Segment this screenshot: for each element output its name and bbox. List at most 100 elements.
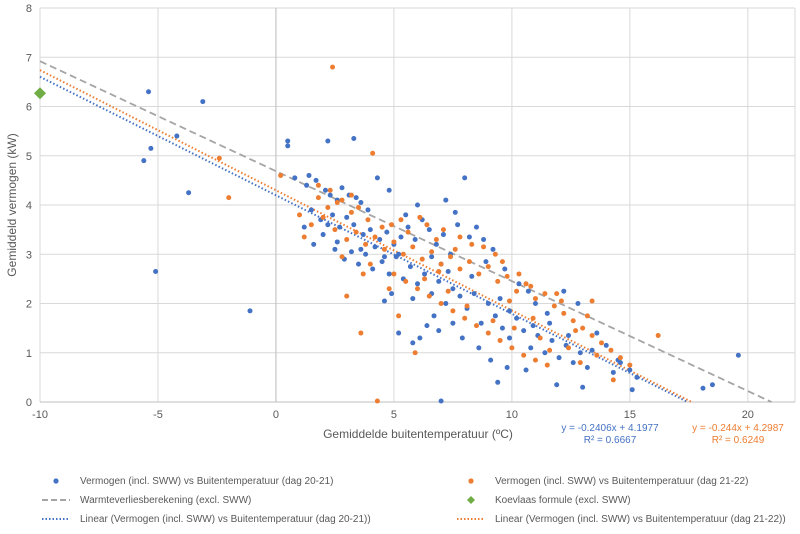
data-point (504, 273, 510, 279)
data-point (330, 64, 336, 70)
data-point (386, 286, 392, 292)
data-point (424, 222, 430, 228)
data-point (566, 345, 571, 351)
data-point (308, 222, 314, 228)
data-point (186, 190, 192, 196)
data-point (422, 271, 428, 277)
data-point (374, 175, 380, 181)
data-point (403, 212, 409, 218)
data-point (339, 185, 345, 191)
data-point (490, 318, 496, 324)
data-point (575, 301, 581, 306)
data-point (356, 204, 362, 210)
tick-labels: -10 -5 0 5 10 15 20 0 1 2 3 4 5 6 7 8 (26, 3, 754, 421)
data-point (348, 209, 354, 215)
data-point (551, 303, 557, 309)
data-point (445, 268, 451, 274)
data-point (485, 330, 491, 336)
data-point (469, 241, 475, 247)
data-point (419, 256, 425, 262)
data-point (459, 335, 465, 341)
legend-item-warmteverlies: Warmteverliesberekening (excl. SWW) (40, 494, 251, 506)
data-point (398, 234, 404, 240)
data-point (516, 271, 522, 277)
data-point (334, 239, 340, 245)
data-point (599, 340, 605, 346)
data-point (495, 379, 501, 385)
data-point (655, 333, 661, 339)
data-point (492, 251, 498, 257)
data-point (410, 296, 416, 302)
dotted-line-icon (455, 513, 487, 525)
data-point (542, 291, 548, 297)
data-point (573, 328, 579, 334)
data-point (381, 298, 387, 304)
data-point (415, 286, 420, 292)
y-tick-label: 5 (26, 151, 32, 163)
x-tick-label: -5 (153, 409, 163, 421)
data-point (504, 365, 510, 371)
data-point (584, 365, 590, 371)
data-point (313, 177, 319, 183)
dashed-line-icon (40, 494, 72, 506)
trendline (39, 69, 693, 403)
data-point (367, 261, 373, 267)
data-point (577, 350, 583, 356)
data-point (617, 360, 623, 366)
legend-item-linear-dag-20-21: Linear (Vermogen (incl. SWW) vs Buitente… (40, 513, 371, 525)
x-tick-label: 5 (391, 409, 397, 421)
data-point (174, 133, 180, 139)
data-point (337, 224, 343, 230)
data-point (372, 244, 378, 250)
legend-item-dag-20-21: Vermogen (incl. SWW) vs Buitentemperatuu… (40, 475, 333, 487)
data-point (516, 281, 522, 287)
data-point (561, 310, 567, 316)
data-point (530, 323, 536, 329)
data-point (405, 229, 411, 235)
data-point (433, 236, 439, 242)
data-point (344, 214, 350, 220)
data-point (483, 259, 489, 265)
data-point (514, 288, 520, 294)
lines (39, 60, 772, 403)
data-point (544, 310, 550, 316)
legend-item-dag-21-22: Vermogen (incl. SWW) vs Buitentemperatuu… (455, 475, 748, 487)
data-point (429, 254, 435, 260)
data-point (325, 222, 331, 228)
trendline-equation-dag-20-21: y = -0.2406x + 4.1977 (561, 423, 659, 434)
data-point (417, 335, 423, 341)
trendline (39, 75, 689, 403)
data-point (554, 291, 560, 297)
data-point (594, 352, 600, 358)
data-point (278, 172, 284, 178)
data-point (422, 276, 428, 282)
data-point (306, 172, 312, 178)
data-point (457, 234, 463, 240)
data-point (353, 195, 359, 201)
data-point (485, 301, 491, 306)
data-point (429, 249, 435, 255)
data-point (381, 254, 387, 260)
data-point (589, 298, 595, 304)
data-point (325, 204, 331, 210)
data-point (521, 352, 527, 358)
data-point (445, 288, 451, 294)
y-tick-label: 1 (26, 348, 32, 360)
data-point (589, 333, 595, 339)
data-point (580, 325, 586, 331)
data-point (360, 271, 366, 277)
legend-label: Warmteverliesberekening (excl. SWW) (80, 494, 252, 506)
data-point (327, 192, 333, 198)
data-point (495, 278, 501, 284)
data-point (396, 251, 402, 257)
data-point (410, 340, 416, 346)
data-point (502, 266, 508, 272)
x-tick-label: 15 (624, 409, 636, 421)
data-point (327, 187, 333, 193)
data-point (490, 246, 496, 252)
data-point (285, 138, 291, 144)
data-point (617, 355, 623, 361)
data-point (450, 320, 456, 326)
data-point (415, 281, 420, 287)
data-point (634, 374, 640, 380)
